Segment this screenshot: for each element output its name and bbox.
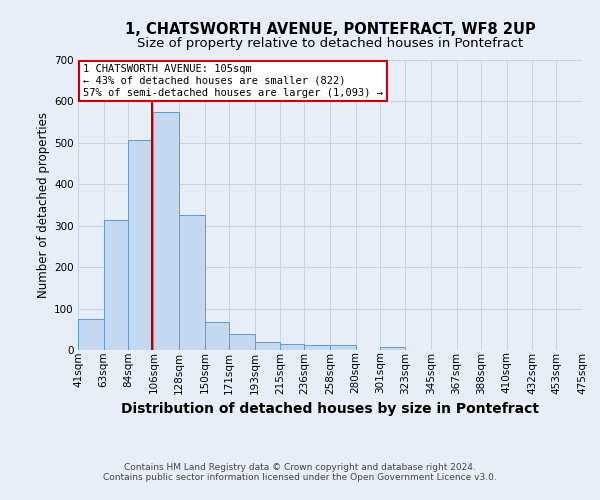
Y-axis label: Number of detached properties: Number of detached properties	[37, 112, 50, 298]
Text: Size of property relative to detached houses in Pontefract: Size of property relative to detached ho…	[137, 38, 523, 51]
Bar	[179, 214, 205, 350]
Bar	[154, 112, 179, 350]
Bar	[78, 319, 104, 350]
Text: 1, CHATSWORTH AVENUE, PONTEFRACT, WF8 2UP: 1, CHATSWORTH AVENUE, PONTEFRACT, WF8 2U…	[125, 22, 535, 38]
Bar	[104, 220, 128, 350]
Bar	[330, 344, 356, 350]
X-axis label: Distribution of detached houses by size in Pontefract: Distribution of detached houses by size …	[121, 402, 539, 416]
Bar	[380, 346, 406, 350]
Bar	[304, 345, 330, 350]
Text: Contains public sector information licensed under the Open Government Licence v3: Contains public sector information licen…	[103, 474, 497, 482]
Bar	[205, 322, 229, 350]
Text: Contains HM Land Registry data © Crown copyright and database right 2024.: Contains HM Land Registry data © Crown c…	[124, 464, 476, 472]
Bar	[229, 334, 254, 350]
Bar	[280, 344, 304, 350]
Bar	[128, 140, 154, 350]
Text: 1 CHATSWORTH AVENUE: 105sqm
← 43% of detached houses are smaller (822)
57% of se: 1 CHATSWORTH AVENUE: 105sqm ← 43% of det…	[83, 64, 383, 98]
Bar	[254, 342, 280, 350]
